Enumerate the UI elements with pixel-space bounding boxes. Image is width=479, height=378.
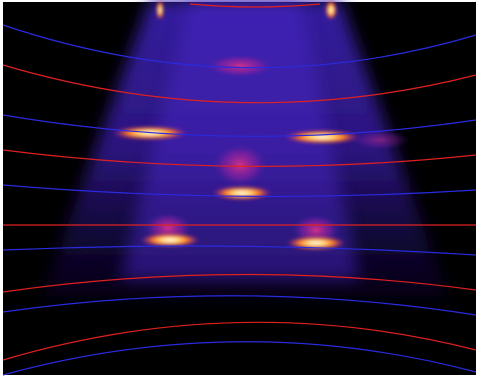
spot: [212, 186, 272, 200]
page: [0, 0, 479, 378]
spot: [284, 130, 360, 144]
diffraction-image: [0, 0, 479, 378]
spot: [325, 0, 337, 20]
blob: [212, 143, 268, 187]
spot: [156, 0, 164, 20]
spot: [140, 233, 200, 247]
